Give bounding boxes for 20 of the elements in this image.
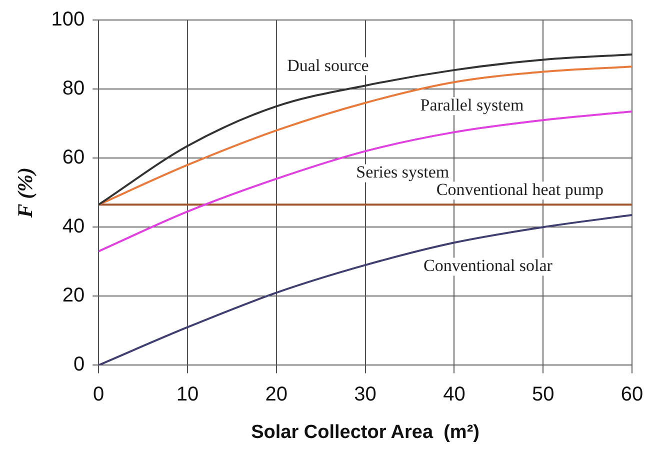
- series-label: Series system: [356, 162, 450, 182]
- series-label: Parallel system: [420, 96, 524, 115]
- series-label: Dual source: [287, 56, 369, 75]
- y-tick-label: 100: [51, 8, 85, 31]
- x-tick-label: 0: [93, 384, 104, 406]
- y-tick-label: 20: [62, 284, 85, 307]
- x-axis-title: Solar Collector Area (m²): [251, 422, 480, 443]
- y-tick-label: 60: [62, 146, 85, 169]
- series-label: Conventional solar: [424, 256, 553, 276]
- y-axis-title: F (%): [13, 167, 38, 219]
- x-tick-label: 40: [443, 384, 466, 406]
- x-tick-label: 60: [620, 384, 644, 406]
- x-tick-label: 30: [354, 384, 376, 406]
- series-label: Conventional heat pump: [436, 180, 604, 200]
- y-tick-label: 80: [62, 78, 85, 100]
- y-tick-label: 40: [62, 216, 85, 238]
- x-tick-label: 50: [532, 384, 554, 406]
- x-tick-label: 10: [176, 384, 199, 406]
- x-tick-label: 20: [265, 384, 288, 406]
- y-tick-label: 0: [73, 354, 85, 376]
